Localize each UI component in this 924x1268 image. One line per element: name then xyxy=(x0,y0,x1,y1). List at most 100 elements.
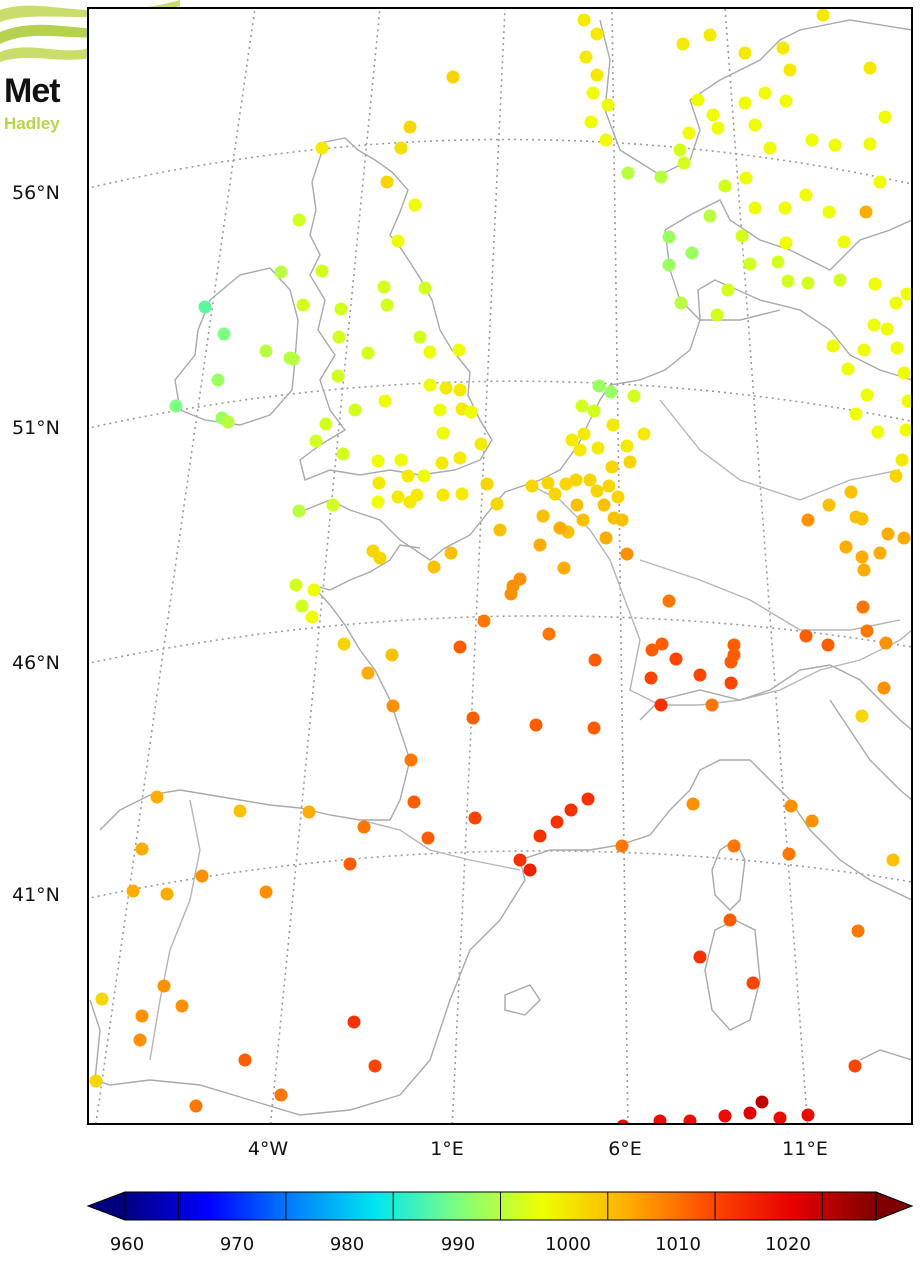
station-marker xyxy=(674,296,688,310)
station-marker xyxy=(863,61,877,75)
station-marker xyxy=(878,110,892,124)
station-marker xyxy=(135,1009,149,1023)
station-marker xyxy=(371,454,385,468)
station-marker xyxy=(453,383,467,397)
station-marker xyxy=(857,563,871,577)
station-marker xyxy=(599,531,613,545)
station-marker xyxy=(868,277,882,291)
station-marker xyxy=(771,255,785,269)
station-marker xyxy=(444,546,458,560)
station-marker xyxy=(160,887,174,901)
station-marker xyxy=(573,443,587,457)
station-marker xyxy=(828,138,842,152)
station-marker xyxy=(863,137,877,151)
station-marker xyxy=(724,655,738,669)
station-marker xyxy=(758,86,772,100)
station-marker xyxy=(873,175,887,189)
station-marker xyxy=(513,572,527,586)
station-marker xyxy=(133,1033,147,1047)
lon-label-4w: 4°W xyxy=(247,1138,289,1160)
station-marker xyxy=(637,427,651,441)
station-marker xyxy=(378,394,392,408)
station-marker xyxy=(584,115,598,129)
station-marker xyxy=(615,839,629,853)
station-marker xyxy=(724,676,738,690)
colorbar-label-980: 980 xyxy=(329,1234,365,1255)
station-marker xyxy=(553,521,567,535)
station-marker xyxy=(685,246,699,260)
station-marker xyxy=(586,86,600,100)
station-marker xyxy=(743,1106,757,1120)
station-marker xyxy=(677,156,691,170)
station-marker xyxy=(779,94,793,108)
station-marker xyxy=(433,403,447,417)
station-marker xyxy=(89,1074,103,1088)
station-marker xyxy=(849,407,863,421)
station-marker xyxy=(782,847,796,861)
station-marker xyxy=(844,485,858,499)
station-marker xyxy=(464,405,478,419)
station-marker xyxy=(536,509,550,523)
met-office-logo: Met Hadley xyxy=(0,0,90,140)
station-marker xyxy=(735,229,749,243)
station-marker xyxy=(627,389,641,403)
station-marker xyxy=(533,538,547,552)
station-marker xyxy=(805,814,819,828)
station-marker xyxy=(773,1111,787,1124)
station-marker xyxy=(606,418,620,432)
station-marker xyxy=(644,671,658,685)
station-marker xyxy=(727,839,741,853)
station-marker xyxy=(577,427,591,441)
station-marker xyxy=(867,318,881,332)
station-marker xyxy=(605,460,619,474)
station-marker xyxy=(259,885,273,899)
station-marker xyxy=(776,41,790,55)
station-markers xyxy=(89,8,912,1124)
station-marker xyxy=(822,498,836,512)
colorbar-label-1000: 1000 xyxy=(545,1234,591,1255)
station-marker xyxy=(480,477,494,491)
station-marker xyxy=(801,1108,815,1122)
station-marker xyxy=(436,488,450,502)
station-marker xyxy=(175,999,189,1013)
logo-hadley-text: Hadley xyxy=(4,114,60,133)
station-marker xyxy=(455,487,469,501)
station-marker xyxy=(711,121,725,135)
station-marker xyxy=(259,344,273,358)
lon-label-11e: 11°E xyxy=(782,1138,828,1160)
station-marker xyxy=(315,141,329,155)
station-marker xyxy=(377,280,391,294)
station-marker xyxy=(404,753,418,767)
station-marker xyxy=(739,171,753,185)
station-marker xyxy=(897,531,911,545)
colorbar-label-990: 990 xyxy=(440,1234,476,1255)
station-marker xyxy=(693,668,707,682)
station-marker xyxy=(347,1015,361,1029)
station-marker xyxy=(283,351,297,365)
station-marker xyxy=(348,403,362,417)
station-marker xyxy=(801,276,815,290)
station-marker xyxy=(841,362,855,376)
station-marker xyxy=(401,469,415,483)
station-marker xyxy=(417,469,431,483)
station-marker xyxy=(721,283,735,297)
station-marker xyxy=(599,133,613,147)
station-marker xyxy=(407,795,421,809)
station-marker xyxy=(368,1059,382,1073)
station-marker xyxy=(738,96,752,110)
station-marker xyxy=(394,453,408,467)
colorbar-label-1020: 1020 xyxy=(765,1234,811,1255)
station-marker xyxy=(860,388,874,402)
station-marker xyxy=(851,924,865,938)
station-marker xyxy=(334,302,348,316)
station-marker xyxy=(385,648,399,662)
station-marker xyxy=(718,1109,732,1123)
station-marker xyxy=(889,469,903,483)
station-marker xyxy=(655,637,669,651)
lat-label-46n: 46°N xyxy=(12,652,60,674)
station-marker xyxy=(779,236,793,250)
station-marker xyxy=(274,265,288,279)
station-marker xyxy=(403,495,417,509)
station-marker xyxy=(550,815,564,829)
